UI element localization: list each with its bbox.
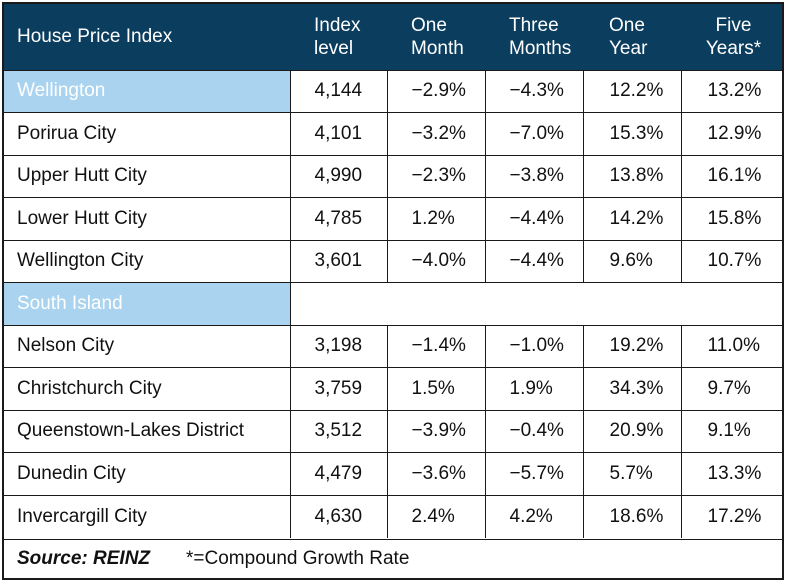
table-row: Nelson City 3,198 −1.4% −1.0% 19.2% 11.0… <box>4 324 782 368</box>
cell-index-level: 4,630 <box>289 494 387 538</box>
table-row: Dunedin City 4,479 −3.6% −5.7% 5.7% 13.3… <box>4 452 782 495</box>
cell-area-name: Lower Hutt City <box>4 197 290 240</box>
header-five-years-line2: Years* <box>705 37 762 59</box>
header-one-year-line2: Year <box>609 37 648 59</box>
header-row: House Price Index Index level One Month … <box>4 4 782 70</box>
empty-cell <box>289 282 387 325</box>
cell-index-level: 3,759 <box>289 367 387 410</box>
cell-one-month: −2.3% <box>386 154 485 198</box>
header-index-level-line2: level <box>314 37 354 59</box>
cell-five-years: 9.1% <box>680 409 782 453</box>
header-one-year-line1: One <box>609 14 645 36</box>
cell-index-level: 4,101 <box>289 112 387 155</box>
cell-one-month: 1.5% <box>386 367 485 410</box>
cell-one-month: −3.2% <box>386 112 485 155</box>
cell-three-months: −4.4% <box>484 239 583 283</box>
header-three-months: Three Months <box>485 4 583 70</box>
header-index-level-line1: Index <box>314 14 361 36</box>
cell-area-name: Porirua City <box>4 112 290 155</box>
cell-three-months: 4.2% <box>484 494 583 538</box>
table-row: Lower Hutt City 4,785 1.2% −4.4% 14.2% 1… <box>4 197 782 240</box>
cell-five-years: 13.2% <box>680 69 782 113</box>
cell-five-years: 11.0% <box>680 324 782 368</box>
cell-three-months: 1.9% <box>484 367 583 410</box>
cell-index-level: 3,198 <box>289 324 387 368</box>
price-index-table: House Price Index Index level One Month … <box>4 4 782 538</box>
cell-area-name: Invercargill City <box>4 494 290 538</box>
cell-one-month: 2.4% <box>386 494 485 538</box>
header-one-month-line2: Month <box>411 37 464 59</box>
cell-three-months: −4.4% <box>484 197 583 240</box>
header-one-month-line1: One <box>411 14 447 36</box>
region-row-south-island: South Island <box>4 282 782 325</box>
cell-area-name: Nelson City <box>4 324 290 368</box>
table-row: Upper Hutt City 4,990 −2.3% −3.8% 13.8% … <box>4 154 782 198</box>
empty-cell <box>387 282 485 325</box>
table-row: Invercargill City 4,630 2.4% 4.2% 18.6% … <box>4 494 782 538</box>
cell-five-years: 9.7% <box>680 367 782 410</box>
cell-area-name: Upper Hutt City <box>4 154 290 198</box>
cell-index-level: 4,785 <box>289 197 387 240</box>
cell-one-year: 19.2% <box>582 324 681 368</box>
cell-three-months: −0.4% <box>484 409 583 453</box>
cell-one-year: 9.6% <box>582 239 681 283</box>
cell-one-month: −3.6% <box>386 452 485 495</box>
cell-one-month: 1.2% <box>386 197 485 240</box>
cell-one-month: −2.9% <box>386 69 485 113</box>
empty-cell <box>485 282 583 325</box>
header-three-months-line2: Months <box>509 37 572 59</box>
cell-index-level: 3,601 <box>289 239 387 283</box>
table-row: Queenstown-Lakes District 3,512 −3.9% −0… <box>4 409 782 453</box>
cell-one-month: −1.4% <box>386 324 485 368</box>
header-one-year: One Year <box>583 4 681 70</box>
cell-area-name: Dunedin City <box>4 452 290 495</box>
cell-index-level: 4,144 <box>289 69 387 113</box>
cell-one-year: 13.8% <box>582 154 681 198</box>
cell-five-years: 10.7% <box>680 239 782 283</box>
header-title: House Price Index <box>17 26 173 48</box>
cell-three-months: −5.7% <box>484 452 583 495</box>
cell-one-year: 20.9% <box>582 409 681 453</box>
cell-area-name: Christchurch City <box>4 367 290 410</box>
header-five-years: Five Years* <box>681 4 782 70</box>
header-three-months-line1: Three <box>509 14 559 36</box>
cell-index-level: 3,512 <box>289 409 387 453</box>
cell-one-year: 5.7% <box>582 452 681 495</box>
cell-one-year: 14.2% <box>582 197 681 240</box>
footnote: *=Compound Growth Rate <box>186 548 410 569</box>
cell-area-name: Wellington City <box>4 239 290 283</box>
cell-one-year: 12.2% <box>582 69 681 113</box>
cell-area-name: Queenstown-Lakes District <box>4 409 290 453</box>
cell-one-month: −4.0% <box>386 239 485 283</box>
cell-three-months: −3.8% <box>484 154 583 198</box>
table-row: Christchurch City 3,759 1.5% 1.9% 34.3% … <box>4 367 782 410</box>
header-five-years-line1: Five <box>715 14 752 36</box>
cell-index-level: 4,479 <box>289 452 387 495</box>
cell-five-years: 16.1% <box>680 154 782 198</box>
cell-five-years: 13.3% <box>680 452 782 495</box>
cell-three-months: −1.0% <box>484 324 583 368</box>
cell-one-month: −3.9% <box>386 409 485 453</box>
empty-cell <box>583 282 681 325</box>
cell-index-level: 4,990 <box>289 154 387 198</box>
cell-one-year: 34.3% <box>582 367 681 410</box>
empty-cell <box>681 282 782 325</box>
cell-three-months: −7.0% <box>484 112 583 155</box>
table-row: Wellington City 3,601 −4.0% −4.4% 9.6% 1… <box>4 239 782 283</box>
cell-five-years: 12.9% <box>680 112 782 155</box>
cell-one-year: 15.3% <box>582 112 681 155</box>
source-label: Source: REINZ <box>17 548 151 569</box>
cell-one-year: 18.6% <box>582 494 681 538</box>
cell-three-months: −4.3% <box>484 69 583 113</box>
region-label: Wellington <box>4 69 290 113</box>
header-index-level: Index level <box>290 4 387 70</box>
region-label: South Island <box>4 282 290 325</box>
region-row-wellington: Wellington 4,144 −2.9% −4.3% 12.2% 13.2% <box>4 69 782 113</box>
cell-five-years: 17.2% <box>680 494 782 538</box>
table-row: Porirua City 4,101 −3.2% −7.0% 15.3% 12.… <box>4 112 782 155</box>
table-footer: Source: REINZ *=Compound Growth Rate <box>4 539 782 578</box>
cell-five-years: 15.8% <box>680 197 782 240</box>
header-one-month: One Month <box>387 4 485 70</box>
